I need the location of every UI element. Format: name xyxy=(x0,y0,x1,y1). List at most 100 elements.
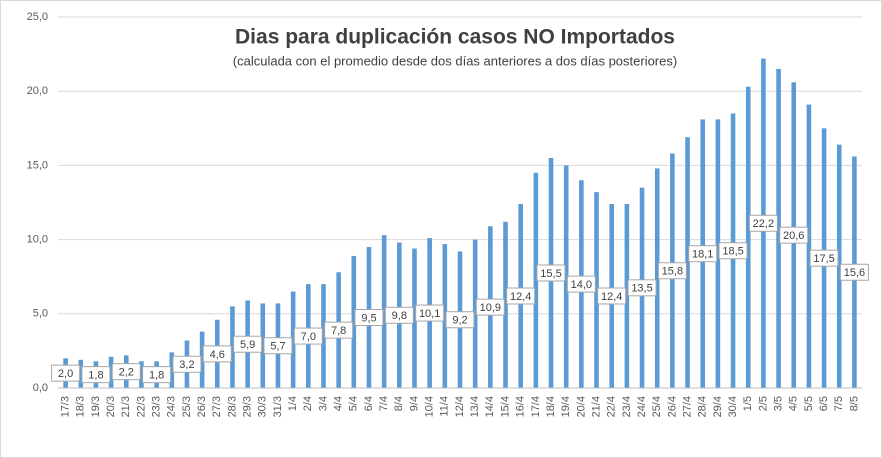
data-label: 18,1 xyxy=(692,249,713,261)
bar xyxy=(533,172,539,388)
x-tick-label: 20/3 xyxy=(105,396,117,417)
bar xyxy=(503,221,508,388)
x-tick-label: 22/4 xyxy=(606,396,618,417)
data-label-box xyxy=(111,363,141,381)
bar xyxy=(321,284,326,388)
bar xyxy=(260,303,266,388)
x-tick-label: 2/4 xyxy=(302,396,314,411)
x-tick-label: 17/3 xyxy=(59,396,71,417)
data-label: 2,0 xyxy=(58,368,73,380)
data-label-box xyxy=(809,249,839,267)
x-tick-label: 3/4 xyxy=(317,396,329,411)
x-tick-label: 4/4 xyxy=(333,396,345,411)
bar xyxy=(685,137,690,388)
x-tick-label: 13/4 xyxy=(469,396,481,417)
x-tick-label: 18/3 xyxy=(75,396,87,417)
bar xyxy=(563,165,569,388)
x-tick-label: 15/4 xyxy=(499,396,511,417)
bar xyxy=(624,203,630,388)
data-label-box xyxy=(475,298,505,316)
x-tick-label: 3/5 xyxy=(772,396,784,411)
data-label-box xyxy=(142,366,172,384)
data-label-box xyxy=(718,242,748,260)
data-label-box xyxy=(627,279,657,297)
data-label: 9,2 xyxy=(452,315,467,327)
data-label-box xyxy=(566,275,596,293)
bar xyxy=(806,104,812,388)
data-label-box xyxy=(688,245,718,263)
data-label: 18,5 xyxy=(722,246,743,258)
x-tick-label: 5/4 xyxy=(348,396,360,411)
x-tick-label: 9/4 xyxy=(408,396,420,411)
x-tick-label: 27/3 xyxy=(211,396,223,417)
bar xyxy=(442,244,448,388)
x-tick-label: 28/4 xyxy=(697,396,709,417)
data-label: 12,4 xyxy=(601,291,622,303)
data-label-box xyxy=(51,364,81,382)
data-label: 9,8 xyxy=(392,310,407,322)
x-tick-label: 8/5 xyxy=(848,396,860,411)
data-label: 15,8 xyxy=(662,266,683,278)
data-label: 22,2 xyxy=(753,218,774,230)
data-label: 13,5 xyxy=(631,283,652,295)
data-label-box xyxy=(324,321,354,339)
bar xyxy=(169,352,175,388)
y-tick-label: 10,0 xyxy=(27,234,48,246)
bar xyxy=(594,192,599,388)
x-tick-label: 25/3 xyxy=(181,396,193,417)
bar xyxy=(78,359,84,388)
data-label: 15,6 xyxy=(844,267,865,279)
data-label: 15,5 xyxy=(540,268,561,280)
x-tick-label: 5/5 xyxy=(803,396,815,411)
data-label: 17,5 xyxy=(813,253,834,265)
data-label-box xyxy=(748,214,778,232)
data-label: 5,9 xyxy=(240,339,255,351)
x-tick-label: 24/3 xyxy=(166,396,178,417)
data-label: 2,2 xyxy=(119,367,134,379)
x-tick-label: 19/3 xyxy=(90,396,102,417)
data-label-box xyxy=(415,304,445,322)
data-label-box xyxy=(263,337,293,355)
x-tick-label: 30/4 xyxy=(727,396,739,417)
x-tick-label: 20/4 xyxy=(575,396,587,417)
data-label-box xyxy=(657,262,687,280)
data-label-box xyxy=(839,263,869,281)
data-label: 7,8 xyxy=(331,325,346,337)
x-tick-label: 10/4 xyxy=(424,396,436,417)
y-tick-label: 20,0 xyxy=(27,85,48,97)
x-tick-label: 7/4 xyxy=(378,396,390,411)
x-tick-label: 17/4 xyxy=(530,396,542,417)
bar xyxy=(108,356,114,388)
x-tick-label: 12/4 xyxy=(454,396,466,417)
chart-subtitle: (calculada con el promedio desde dos día… xyxy=(233,53,677,68)
data-label-box xyxy=(506,287,536,305)
x-tick-label: 21/4 xyxy=(590,396,602,417)
bar xyxy=(745,86,751,389)
data-label: 5,7 xyxy=(270,341,285,353)
data-label-box xyxy=(384,306,414,324)
x-tick-label: 6/5 xyxy=(818,396,830,411)
data-label: 20,6 xyxy=(783,230,804,242)
bar xyxy=(351,255,357,388)
bar xyxy=(836,144,842,388)
x-tick-label: 22/3 xyxy=(135,396,147,417)
data-label: 9,5 xyxy=(361,312,376,324)
data-label-box xyxy=(445,311,475,329)
data-label-box xyxy=(202,345,232,363)
x-tick-label: 1/5 xyxy=(742,396,754,411)
x-tick-label: 21/3 xyxy=(120,396,132,417)
x-tick-label: 31/3 xyxy=(272,396,284,417)
bar xyxy=(654,168,660,388)
data-label: 1,8 xyxy=(149,370,164,382)
data-label-box xyxy=(293,327,323,345)
data-label-box xyxy=(779,226,809,244)
data-label: 7,0 xyxy=(301,331,316,343)
x-tick-label: 23/4 xyxy=(621,396,633,417)
x-tick-label: 29/4 xyxy=(712,396,724,417)
x-tick-label: 11/4 xyxy=(439,396,451,417)
bar xyxy=(472,239,478,388)
x-tick-label: 19/4 xyxy=(560,396,572,417)
bar xyxy=(199,331,205,388)
bar xyxy=(412,248,417,388)
